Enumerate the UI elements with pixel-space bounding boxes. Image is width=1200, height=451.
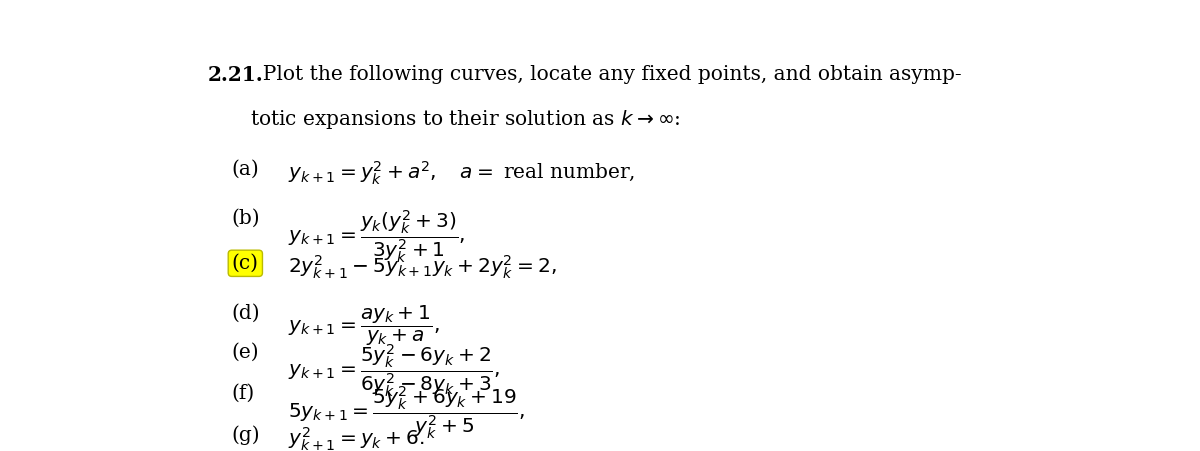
Text: $y_{k+1} = \dfrac{ay_k+1}{y_k+a},$: $y_{k+1} = \dfrac{ay_k+1}{y_k+a},$: [288, 304, 439, 349]
Text: (b): (b): [232, 209, 260, 228]
Text: (d): (d): [232, 304, 260, 323]
Text: 2.21.: 2.21.: [208, 64, 264, 84]
Text: $y_{k+1} = y_k^2 + a^2, \quad a = $ real number,: $y_{k+1} = y_k^2 + a^2, \quad a = $ real…: [288, 160, 635, 188]
Text: (e): (e): [232, 342, 259, 361]
Text: (g): (g): [232, 426, 260, 445]
Text: (c): (c): [232, 254, 259, 273]
Text: $y_{k+1}^2 = y_k + 6.$: $y_{k+1}^2 = y_k + 6.$: [288, 426, 424, 451]
Text: $y_{k+1} = \dfrac{y_k(y_k^2+3)}{3y_k^2+1},$: $y_{k+1} = \dfrac{y_k(y_k^2+3)}{3y_k^2+1…: [288, 209, 464, 265]
Text: $y_{k+1} = \dfrac{5y_k^2-6y_k+2}{6y_k^2-8y_k+3},$: $y_{k+1} = \dfrac{5y_k^2-6y_k+2}{6y_k^2-…: [288, 342, 499, 399]
Text: (f): (f): [232, 384, 256, 403]
Text: totic expansions to their solution as $k \rightarrow \infty$:: totic expansions to their solution as $k…: [251, 108, 680, 131]
Text: $5y_{k+1} = \dfrac{5y_k^2+6y_k+19}{y_k^2+5},$: $5y_{k+1} = \dfrac{5y_k^2+6y_k+19}{y_k^2…: [288, 384, 524, 441]
Text: (a): (a): [232, 160, 259, 179]
Text: Plot the following curves, locate any fixed points, and obtain asymp-: Plot the following curves, locate any fi…: [251, 64, 962, 83]
Text: $2y_{k+1}^2 - 5y_{k+1}y_k + 2y_k^2 = 2,$: $2y_{k+1}^2 - 5y_{k+1}y_k + 2y_k^2 = 2,$: [288, 254, 556, 281]
